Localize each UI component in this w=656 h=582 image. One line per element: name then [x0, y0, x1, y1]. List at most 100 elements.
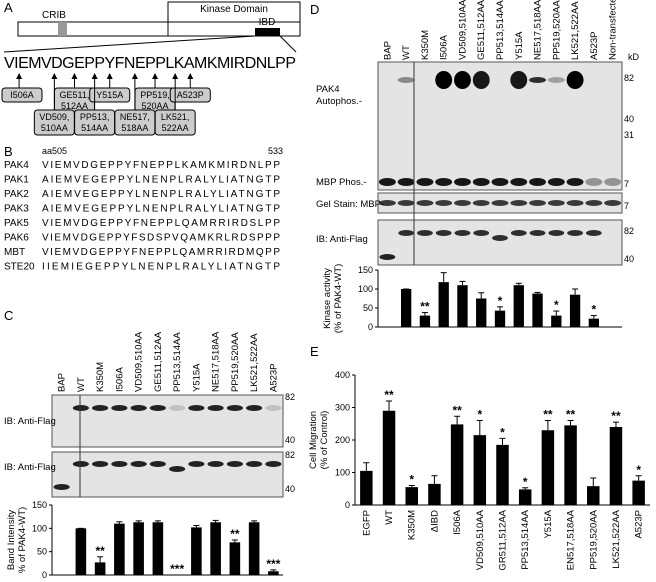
kd-marker: 82 [624, 73, 634, 83]
lane-label: NE517,518AA [211, 331, 222, 392]
blot-band [416, 200, 434, 206]
blot [51, 394, 284, 448]
x-tick-label: GR511,512AA [498, 509, 509, 570]
significance: * [500, 425, 505, 439]
y-axis-label: (% of PAK4-WT) [333, 264, 344, 334]
aligned-sequence: VIEMVDGEPPYFNEPPLKAMKMIRDNLPP [42, 160, 280, 171]
blot-band [547, 200, 565, 206]
blot-band [510, 230, 527, 236]
lane-label: Y515A [191, 363, 202, 392]
blot-band [417, 230, 433, 236]
aligned-sequence: AIEMVEGEPPYLNENPLRALYLIATNGTP [42, 175, 280, 186]
x-tick-label: Y515A [543, 509, 554, 538]
bar [518, 489, 532, 505]
significance: * [636, 463, 641, 477]
kd-marker: 31 [624, 130, 634, 140]
blot-band [454, 200, 471, 206]
blot-band [265, 405, 282, 411]
x-tick-label: EN517,518AA [566, 509, 577, 570]
y-tick-label: 300 [335, 403, 350, 413]
blot-band [130, 461, 147, 467]
significance: * [409, 473, 414, 487]
zoom-line [279, 35, 297, 53]
kinase-box [167, 1, 301, 37]
mutant-label: 518AA [121, 123, 148, 133]
y-tick-label: 400 [335, 370, 350, 380]
blot-band [435, 178, 453, 186]
arrow-head [187, 73, 194, 79]
bar [248, 522, 260, 575]
blot-band [566, 200, 584, 206]
y-axis-label: Band Intensity [6, 510, 17, 570]
blot-band [492, 235, 508, 241]
significance: ** [95, 544, 105, 558]
lane-label: A523P [589, 31, 600, 60]
blot-band [585, 200, 603, 206]
x-tick-label: A523P [634, 510, 645, 539]
bar [382, 410, 396, 505]
aligned-sequence: AIEMVEGEPPYLNENPLRALYLIATNGTP [42, 204, 280, 215]
blot-band [416, 178, 434, 186]
blot-label: IB: Anti-Flag [316, 234, 368, 245]
bar [75, 528, 87, 575]
bar [191, 527, 202, 575]
blot-label: IB: Anti-Flag [4, 462, 56, 473]
species-name: PAK6 [4, 233, 29, 244]
arrow-head [91, 73, 98, 79]
blot-band [207, 461, 224, 467]
lane-label: Y515A [514, 31, 525, 60]
blot-label: Autophos.- [316, 96, 362, 107]
blot-label: MBP Phos.- [316, 177, 367, 188]
blot-band [226, 461, 243, 467]
y-axis-label: Kinase activity [322, 268, 333, 329]
significance: * [498, 294, 503, 308]
blot-band [246, 405, 263, 411]
blot-band [435, 200, 453, 206]
blot-band [111, 461, 128, 467]
kd-marker: 82 [285, 392, 295, 402]
kinase-label: Kinase Domain [200, 4, 268, 15]
significance: *** [266, 557, 280, 571]
bar [513, 285, 524, 327]
x-tick-label: VD509,510AA [475, 509, 486, 570]
bar [210, 522, 221, 575]
blot [377, 219, 623, 266]
alignment-end: 533 [268, 146, 283, 156]
x-tick-label: LK521,522AA [611, 509, 622, 568]
blot-band [547, 178, 565, 186]
blot-band [472, 71, 490, 89]
bar [114, 523, 125, 575]
mutant-label: I506A [10, 90, 34, 100]
y-tick-label: 0 [42, 570, 47, 580]
kd-marker: 40 [285, 484, 295, 494]
significance: ** [384, 388, 394, 402]
blot-label: PAK4 [316, 84, 340, 95]
significance: ** [611, 409, 621, 423]
lane-label: PP519,520AA [230, 332, 241, 392]
blot-band [265, 461, 282, 467]
lane-label: GE511,512AA [153, 331, 164, 392]
significance: * [592, 303, 597, 317]
bar [551, 315, 562, 327]
lane-label: LK521,522AA [570, 1, 581, 60]
bar [473, 435, 487, 505]
aligned-sequence: VIEMVDGEPPYFNEPPLQAMRRIRDMQPP [42, 247, 280, 258]
blot-band [604, 178, 622, 186]
x-tick-label: PP519,520AA [588, 509, 599, 569]
species-name: PAK4 [4, 160, 29, 171]
kd-marker: 40 [285, 435, 295, 445]
y-tick-label: 0 [368, 322, 373, 332]
blot-band [529, 178, 546, 186]
blot [377, 61, 623, 191]
mutant-box [169, 87, 211, 103]
bar [133, 522, 144, 575]
bar [450, 424, 464, 505]
bar [229, 542, 241, 575]
y-tick-label: 50 [37, 547, 47, 557]
mutant-label: PP513, [80, 112, 110, 122]
blot-band [188, 461, 205, 467]
significance: ** [230, 527, 240, 541]
arrow-head [172, 73, 179, 79]
bar [476, 298, 487, 327]
